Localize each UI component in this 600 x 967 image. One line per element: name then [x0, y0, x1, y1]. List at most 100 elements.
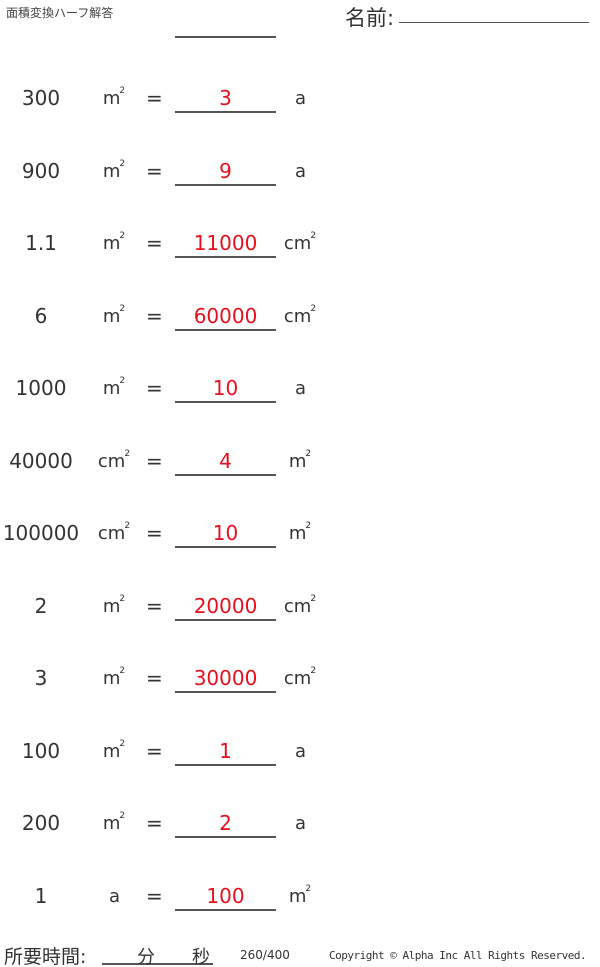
minutes-label: 分 — [137, 947, 155, 967]
unit-exponent: 2 — [119, 231, 126, 241]
to-unit: a — [282, 88, 318, 109]
problem-row: 6 m2 = 60000 cm2 — [0, 304, 600, 334]
to-unit: a — [282, 378, 318, 399]
equals-sign: = — [146, 231, 163, 255]
answer: 10 — [175, 521, 276, 548]
unit-exponent: 2 — [305, 521, 312, 531]
unit-text: a — [294, 813, 307, 834]
blank-underline — [175, 36, 276, 38]
problem-value: 1000 — [15, 376, 67, 400]
problem-row: 100000 cm2 = 10 m2 — [0, 521, 600, 551]
unit-text: cm — [283, 668, 312, 689]
to-unit: m2 — [282, 883, 318, 907]
unit-exponent: 2 — [305, 883, 312, 894]
answer: 4 — [175, 449, 276, 476]
unit-text: m — [102, 160, 121, 182]
copyright: Copyright © Alpha Inc All Rights Reserve… — [329, 949, 587, 962]
worksheet-title: 面積変換ハーフ解答 — [6, 6, 114, 20]
problem-value: 3 — [34, 666, 48, 690]
answer: 2 — [175, 811, 276, 838]
from-unit: cm2 — [90, 448, 138, 472]
from-unit: a — [90, 886, 138, 907]
unit-text: cm — [283, 595, 312, 617]
unit-text: m — [102, 233, 121, 254]
problem-value: 40000 — [9, 448, 73, 473]
equals-sign: = — [146, 376, 163, 400]
answer: 10 — [175, 376, 276, 403]
answer: 60000 — [175, 304, 276, 331]
problem-row: 40000 cm2 = 4 m2 — [0, 449, 600, 479]
unit-text: a — [294, 378, 307, 399]
unit-exponent: 2 — [119, 593, 126, 604]
equals-sign: = — [146, 158, 163, 183]
problem-row: 1.1 m2 = 11000 cm2 — [0, 231, 600, 261]
from-unit: m2 — [90, 231, 138, 254]
name-label: 名前: — [345, 6, 395, 30]
answer: 3 — [175, 86, 276, 113]
unit-text: a — [294, 740, 307, 762]
problem-value: 1 — [34, 883, 48, 908]
time-field-line — [102, 963, 213, 965]
problem-value: 100000 — [2, 521, 80, 545]
unit-text: m — [102, 668, 121, 689]
unit-text: m — [102, 740, 121, 762]
to-unit: a — [282, 741, 318, 762]
answer: 9 — [175, 159, 276, 186]
unit-text: m — [102, 378, 121, 399]
problem-value: 6 — [34, 303, 48, 328]
unit-text: m — [288, 885, 307, 907]
to-unit: cm2 — [282, 593, 318, 617]
problem-row: 200 m2 = 2 a — [0, 811, 600, 841]
problem-value: 300 — [21, 86, 61, 110]
unit-exponent: 2 — [119, 158, 126, 169]
unit-text: m — [288, 523, 307, 544]
footer: 所要時間: 分 秒 260/400 Copyright © Alpha Inc … — [0, 942, 600, 967]
unit-exponent: 2 — [124, 521, 131, 531]
unit-text: a — [108, 885, 121, 907]
problem-row: 100 m2 = 1 a — [0, 739, 600, 769]
problem-value: 900 — [21, 158, 61, 183]
unit-exponent: 2 — [119, 666, 126, 676]
unit-exponent: 2 — [119, 376, 126, 386]
to-unit: m2 — [282, 521, 318, 544]
time-label: 所要時間: — [4, 946, 87, 967]
unit-exponent: 2 — [124, 448, 131, 459]
answer: 100 — [175, 884, 276, 911]
to-unit: m2 — [282, 448, 318, 472]
problem-value: 2 — [34, 593, 48, 618]
problem-value: 100 — [21, 738, 61, 763]
page-number: 260/400 — [240, 948, 290, 962]
unit-exponent: 2 — [310, 593, 317, 604]
from-unit: m2 — [90, 303, 138, 327]
unit-text: a — [294, 88, 307, 109]
unit-exponent: 2 — [310, 666, 317, 676]
answer: 20000 — [175, 594, 276, 621]
problem-row: 300 m2 = 3 a — [0, 86, 600, 116]
from-unit: cm2 — [90, 521, 138, 544]
from-unit: m2 — [90, 739, 138, 762]
problem-row: 900 m2 = 9 a — [0, 159, 600, 189]
unit-exponent: 2 — [305, 448, 312, 459]
from-unit: m2 — [90, 593, 138, 617]
unit-exponent: 2 — [310, 231, 317, 241]
unit-text: cm — [283, 305, 312, 327]
unit-text: cm — [283, 233, 312, 254]
unit-exponent: 2 — [119, 303, 126, 314]
from-unit: m2 — [90, 86, 138, 109]
from-unit: m2 — [90, 158, 138, 182]
equals-sign: = — [146, 811, 163, 835]
unit-text: m — [102, 88, 121, 109]
to-unit: a — [282, 813, 318, 834]
equals-sign: = — [146, 738, 163, 763]
unit-text: m — [102, 305, 121, 327]
equals-sign: = — [146, 448, 163, 473]
equals-sign: = — [146, 521, 163, 545]
unit-text: a — [294, 160, 307, 182]
from-unit: m2 — [90, 666, 138, 689]
unit-exponent: 2 — [310, 303, 317, 314]
to-unit: cm2 — [282, 303, 318, 327]
answer: 1 — [175, 739, 276, 766]
problem-row: 1 a = 100 m2 — [0, 884, 600, 914]
equals-sign: = — [146, 86, 163, 110]
